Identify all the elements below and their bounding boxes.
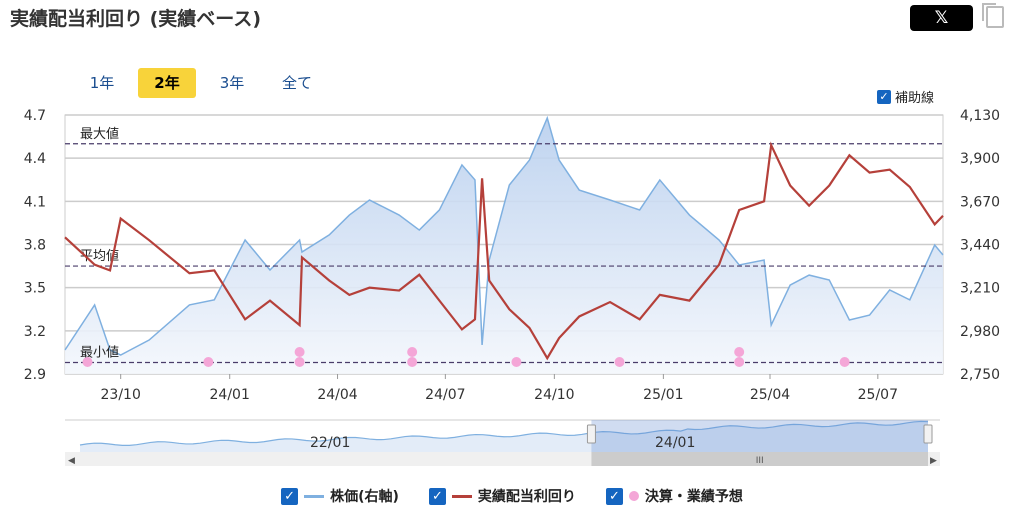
event-marker xyxy=(734,357,745,367)
range-tab-all[interactable]: 全て xyxy=(281,74,312,92)
checkbox-icon[interactable]: ✓ xyxy=(428,487,446,505)
scrollbar-thumb[interactable] xyxy=(591,452,928,466)
x-axis-tick: 24/10 xyxy=(534,387,574,403)
event-marker xyxy=(203,357,214,367)
legend-item-yield[interactable]: ✓ 実績配当利回り xyxy=(428,486,576,506)
line-swatch-icon xyxy=(451,494,472,498)
navigator-line xyxy=(79,420,929,446)
event-marker xyxy=(294,347,305,357)
scroll-left-icon[interactable]: ◀ xyxy=(68,456,75,466)
line-swatch-icon xyxy=(304,494,325,498)
x-axis-tick: 24/04 xyxy=(317,387,357,403)
navigator-area xyxy=(80,421,928,452)
navigator-handle[interactable] xyxy=(923,424,933,444)
event-marker xyxy=(407,347,418,357)
x-axis-tick: 25/01 xyxy=(643,387,683,403)
legend-label: 実績配当利回り xyxy=(477,489,576,505)
right-axis-tick: 3,900 xyxy=(960,151,1000,167)
event-marker xyxy=(734,347,745,357)
left-axis-tick: 3.5 xyxy=(24,281,46,297)
event-marker xyxy=(614,357,625,367)
x-axis-tick: 24/07 xyxy=(425,387,465,403)
aux-line-toggle[interactable]: ✓ 補助線 xyxy=(877,87,934,106)
yield-line xyxy=(64,141,944,361)
event-marker xyxy=(407,357,418,367)
legend-label: 決算・業績予想 xyxy=(644,489,743,505)
left-axis-tick: 2.9 xyxy=(24,367,46,383)
x-axis-tick: 24/01 xyxy=(210,387,250,403)
legend-item-price[interactable]: ✓ 株価(右軸) xyxy=(281,486,399,506)
checkbox-icon[interactable]: ✓ xyxy=(605,487,623,505)
legend-label: 株価(右軸) xyxy=(330,489,399,505)
reference-label: 最大値 xyxy=(80,126,119,142)
aux-line-label: 補助線 xyxy=(895,91,935,106)
event-marker xyxy=(82,357,93,367)
scroll-right-icon[interactable]: ▶ xyxy=(930,456,937,466)
right-axis-tick: 2,980 xyxy=(960,324,1000,340)
reference-label: 最小値 xyxy=(80,344,119,360)
checkbox-icon[interactable]: ✓ xyxy=(877,89,891,104)
range-tab-1y[interactable]: 1年 xyxy=(89,74,115,92)
right-axis-tick: 4,130 xyxy=(960,108,1000,124)
chart: 2.9 2,750 3.2 2,980 3.5 3,210 3.8 3,440 4.1 3,670… xyxy=(24,108,1000,466)
left-axis-tick: 4.1 xyxy=(24,194,46,210)
legend-item-events[interactable]: ✓ 決算・業績予想 xyxy=(605,486,743,506)
legend: ✓ 株価(右軸) ✓ 実績配当利回り ✓ 決算・業績予想 xyxy=(0,486,1024,506)
x-axis-tick: 25/04 xyxy=(750,387,790,403)
right-axis-tick: 3,670 xyxy=(960,194,1000,210)
right-axis-tick: 2,750 xyxy=(960,367,1000,383)
copy-icon[interactable] xyxy=(982,3,1004,28)
right-axis-tick: 3,440 xyxy=(960,238,1000,254)
price-line xyxy=(64,115,944,356)
navigator-handle[interactable] xyxy=(586,424,596,444)
navigator-label: 22/01 xyxy=(310,435,350,451)
page-title: 実績配当利回り (実績ベース) xyxy=(10,8,262,30)
right-axis-tick: 3,210 xyxy=(960,281,1000,297)
event-marker xyxy=(511,357,522,367)
event-marker xyxy=(294,357,305,367)
x-axis-tick: 25/07 xyxy=(858,387,898,403)
checkbox-icon[interactable]: ✓ xyxy=(281,487,299,505)
x-axis-tick: 23/10 xyxy=(101,387,141,403)
navigator-selection xyxy=(591,420,928,452)
x-share-button[interactable]: 𝕏 xyxy=(910,5,973,31)
event-marker xyxy=(839,357,850,367)
price-area xyxy=(65,118,943,374)
left-axis-tick: 3.2 xyxy=(24,324,46,340)
range-tab-3y[interactable]: 3年 xyxy=(219,74,245,92)
navigator-label: 24/01 xyxy=(655,435,695,451)
scrollbar-grip-icon: III xyxy=(756,456,764,466)
left-axis-tick: 4.4 xyxy=(24,151,46,167)
range-tab-2y[interactable]: 2年 xyxy=(138,68,196,98)
dot-swatch-icon xyxy=(628,491,639,501)
left-axis-tick: 4.7 xyxy=(24,108,46,124)
left-axis-tick: 3.8 xyxy=(24,238,46,254)
